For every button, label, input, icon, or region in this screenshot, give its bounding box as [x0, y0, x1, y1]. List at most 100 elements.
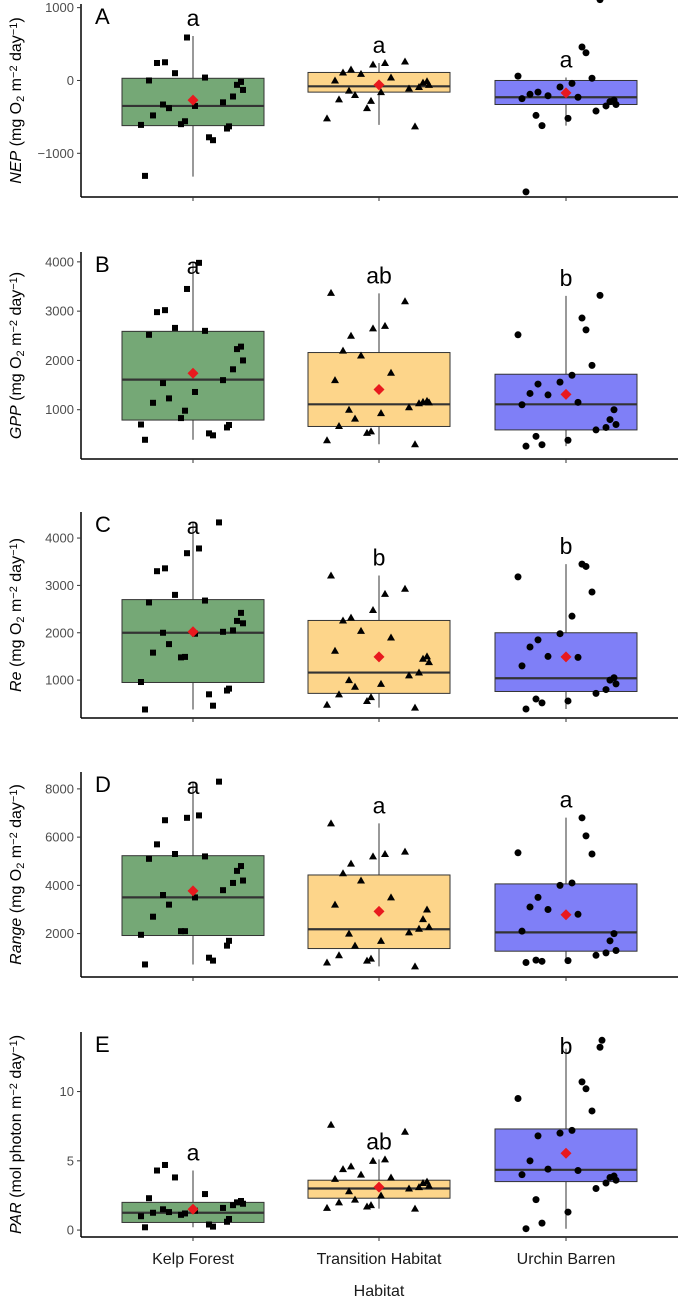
data-point [327, 819, 335, 827]
data-point [162, 817, 168, 824]
data-point [582, 326, 590, 334]
data-point [532, 695, 540, 703]
mean-marker [373, 651, 385, 663]
panel-D: D Range (mg O2 m−2 day−1) 2000 4000 6000 8000… [8, 772, 678, 981]
significance-letter: a [187, 513, 200, 539]
panel-B: B GPP (mg O2 m−2 day−1) 1000 2000 3000 4000 a a… [8, 252, 678, 463]
significance-letter: b [560, 533, 573, 559]
significance-letter: a [373, 792, 386, 818]
data-point [425, 1181, 433, 1189]
data-point [526, 643, 534, 651]
data-point [405, 1184, 413, 1192]
data-point [411, 703, 419, 711]
data-point [347, 331, 355, 339]
data-point [596, 0, 604, 4]
mean-marker [373, 1181, 385, 1193]
data-point [596, 1043, 604, 1051]
data-point [351, 682, 359, 690]
x-axis-categories: Kelp Forest Transition Habitat Urchin Barr… [152, 1251, 615, 1268]
box-kelp-forest: a [121, 253, 265, 443]
data-point [588, 588, 596, 596]
data-point [234, 81, 240, 88]
data-point [532, 111, 540, 119]
significance-letter: a [187, 253, 200, 279]
data-point [522, 188, 530, 196]
data-point [146, 77, 152, 84]
data-point [534, 636, 542, 644]
data-point [339, 616, 347, 624]
data-point [564, 114, 572, 122]
data-point [556, 1129, 564, 1137]
data-point [220, 99, 226, 106]
data-point [238, 609, 244, 616]
data-point [166, 395, 172, 402]
data-point [210, 702, 216, 709]
data-point [357, 626, 365, 634]
data-point [150, 649, 156, 656]
data-point [411, 1204, 419, 1212]
box-iqr [494, 373, 638, 431]
data-point [514, 849, 522, 857]
data-point [351, 941, 359, 949]
data-point [347, 1162, 355, 1170]
data-point [178, 1211, 184, 1218]
data-point [331, 76, 339, 84]
data-point [206, 1221, 212, 1228]
y-tick-label: 4000 [45, 254, 74, 269]
data-point [230, 366, 236, 373]
data-point [182, 407, 188, 414]
data-point [574, 1167, 582, 1175]
data-point [166, 641, 172, 648]
data-point [216, 519, 222, 526]
y-axis-label: Range (mg O2 m−2 day−1) [8, 784, 27, 965]
data-point [327, 1120, 335, 1128]
data-point [588, 74, 596, 82]
category-label: Kelp Forest [152, 1251, 234, 1268]
data-point [363, 104, 371, 112]
significance-letter: b [560, 1033, 573, 1059]
data-point [182, 653, 188, 660]
mean-marker [187, 626, 199, 638]
data-point [357, 1170, 365, 1178]
data-point [160, 629, 166, 636]
panel-letter: E [95, 1032, 110, 1057]
significance-letter: a [187, 1140, 200, 1166]
mean-marker [560, 388, 572, 400]
data-point [182, 928, 188, 935]
data-point [522, 959, 530, 967]
data-point [582, 832, 590, 840]
data-point [596, 291, 604, 299]
panels: A NEP (mg O2 m−2 day−1) −1000 0 1000 a a a B GPP … [8, 0, 678, 1241]
data-point [423, 652, 431, 660]
mean-marker [560, 87, 572, 99]
box-transition-habitat: a [307, 792, 451, 970]
data-point [544, 391, 552, 399]
data-point [411, 122, 419, 130]
data-point [574, 910, 582, 918]
data-point [401, 584, 409, 592]
data-point [401, 1127, 409, 1135]
data-point [518, 662, 526, 670]
data-point [405, 403, 413, 411]
data-point [230, 93, 236, 100]
data-point [405, 671, 413, 679]
data-point [138, 121, 144, 128]
data-point [331, 900, 339, 908]
data-point [234, 617, 240, 624]
data-point [226, 937, 232, 944]
data-point [184, 550, 190, 557]
data-point [331, 1174, 339, 1182]
data-point [160, 1206, 166, 1213]
data-point [592, 107, 600, 115]
data-point [387, 368, 395, 376]
data-point [538, 1219, 546, 1227]
significance-letter: a [560, 47, 573, 73]
y-tick-label: −1000 [37, 146, 74, 161]
box-urchin-barren: b [494, 265, 638, 450]
data-point [381, 58, 389, 66]
data-point [234, 346, 240, 353]
data-point [172, 324, 178, 331]
data-point [415, 668, 423, 676]
data-point [351, 1195, 359, 1203]
